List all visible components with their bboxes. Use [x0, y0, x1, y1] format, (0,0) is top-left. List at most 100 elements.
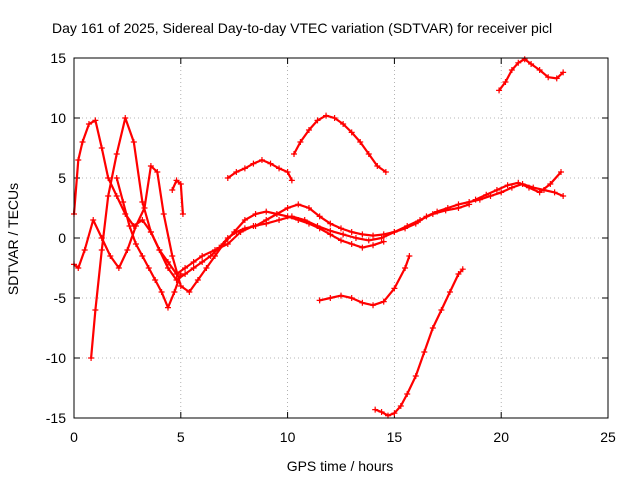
x-tick-label: 5: [177, 429, 185, 445]
data-point: [338, 292, 344, 299]
data-point: [276, 217, 283, 223]
data-point: [536, 189, 543, 196]
data-point: [297, 139, 304, 145]
data-point: [81, 247, 88, 253]
chart-title: Day 161 of 2025, Sidereal Day-to-day VTE…: [52, 20, 552, 36]
data-point: [124, 247, 131, 253]
data-point: [323, 112, 330, 119]
y-tick-label: -5: [54, 290, 67, 306]
data-point: [404, 391, 411, 397]
data-point: [92, 117, 99, 124]
data-point: [267, 160, 274, 167]
series-line: [318, 254, 411, 307]
data-point: [284, 169, 291, 175]
y-tick-label: -15: [46, 410, 66, 426]
data-point: [348, 129, 355, 136]
data-point: [182, 265, 189, 271]
data-point: [348, 241, 355, 247]
data-point: [263, 208, 270, 215]
data-point: [258, 157, 265, 163]
series-track-11: [472, 169, 565, 203]
data-point: [85, 121, 92, 127]
series-track-1: [71, 117, 567, 283]
data-point: [357, 139, 364, 145]
data-point: [314, 117, 321, 124]
data-point: [147, 163, 154, 169]
data-point: [380, 298, 387, 305]
data-point: [421, 349, 428, 355]
data-point: [156, 247, 163, 253]
data-point: [370, 242, 377, 249]
data-point: [252, 211, 259, 217]
data-point: [79, 139, 86, 145]
x-axis-title: GPS time / hours: [287, 458, 394, 474]
data-point: [263, 220, 270, 227]
data-point: [391, 410, 398, 417]
data-point: [164, 265, 171, 271]
data-point: [316, 297, 323, 304]
data-point: [130, 139, 137, 145]
data-point: [132, 223, 139, 229]
data-point: [472, 196, 479, 203]
series-line: [72, 119, 565, 282]
data-point: [90, 217, 97, 223]
data-point: [177, 271, 184, 277]
data-point: [327, 231, 334, 238]
data-point: [365, 237, 372, 244]
data-point: [560, 69, 567, 76]
data-point: [508, 67, 515, 73]
data-point: [370, 232, 377, 239]
data-point: [190, 265, 197, 271]
data-point: [558, 169, 565, 175]
series-line: [171, 179, 184, 216]
data-point: [438, 307, 445, 313]
data-point: [211, 253, 218, 259]
data-point: [98, 235, 105, 241]
data-point: [190, 259, 197, 265]
series-line: [498, 58, 565, 92]
data-point: [382, 169, 389, 175]
data-point: [365, 151, 372, 157]
data-point: [391, 285, 398, 292]
data-point: [380, 238, 387, 245]
data-point: [75, 265, 82, 271]
data-point: [98, 145, 105, 151]
data-point: [199, 259, 206, 265]
data-point: [305, 220, 312, 227]
data-point: [126, 223, 133, 229]
data-point: [186, 289, 193, 295]
series-line: [115, 176, 182, 309]
series-line: [226, 158, 293, 182]
data-point: [173, 177, 180, 184]
data-point: [402, 265, 409, 271]
y-tick-label: 15: [50, 50, 66, 66]
data-point: [194, 277, 201, 283]
plot-frame: [73, 57, 609, 419]
y-axis-title: SDTVAR / TECUs: [5, 183, 21, 295]
data-point: [295, 201, 302, 208]
data-point: [406, 253, 413, 259]
data-point: [220, 241, 227, 247]
data-point: [141, 205, 148, 211]
series-track-4: [113, 175, 184, 311]
data-point: [553, 75, 560, 82]
data-point: [455, 205, 462, 211]
data-point: [348, 229, 355, 235]
data-point: [250, 223, 257, 229]
data-point: [177, 181, 184, 187]
data-point: [378, 235, 385, 241]
data-point: [105, 193, 112, 199]
series-track-3: [71, 163, 387, 295]
data-point: [508, 184, 515, 191]
series-line: [72, 164, 385, 294]
axis-ticks: 0 5 10 15 20 25 -15 -10 -5 0 5 10 15: [46, 50, 616, 445]
data-point: [331, 115, 338, 121]
data-point: [528, 61, 535, 67]
data-point: [139, 253, 146, 259]
series-track-6: [224, 157, 295, 184]
data-point: [372, 406, 379, 413]
data-point: [521, 56, 528, 63]
series-track-8: [316, 253, 413, 309]
data-point: [498, 189, 505, 196]
data-point: [391, 229, 398, 235]
